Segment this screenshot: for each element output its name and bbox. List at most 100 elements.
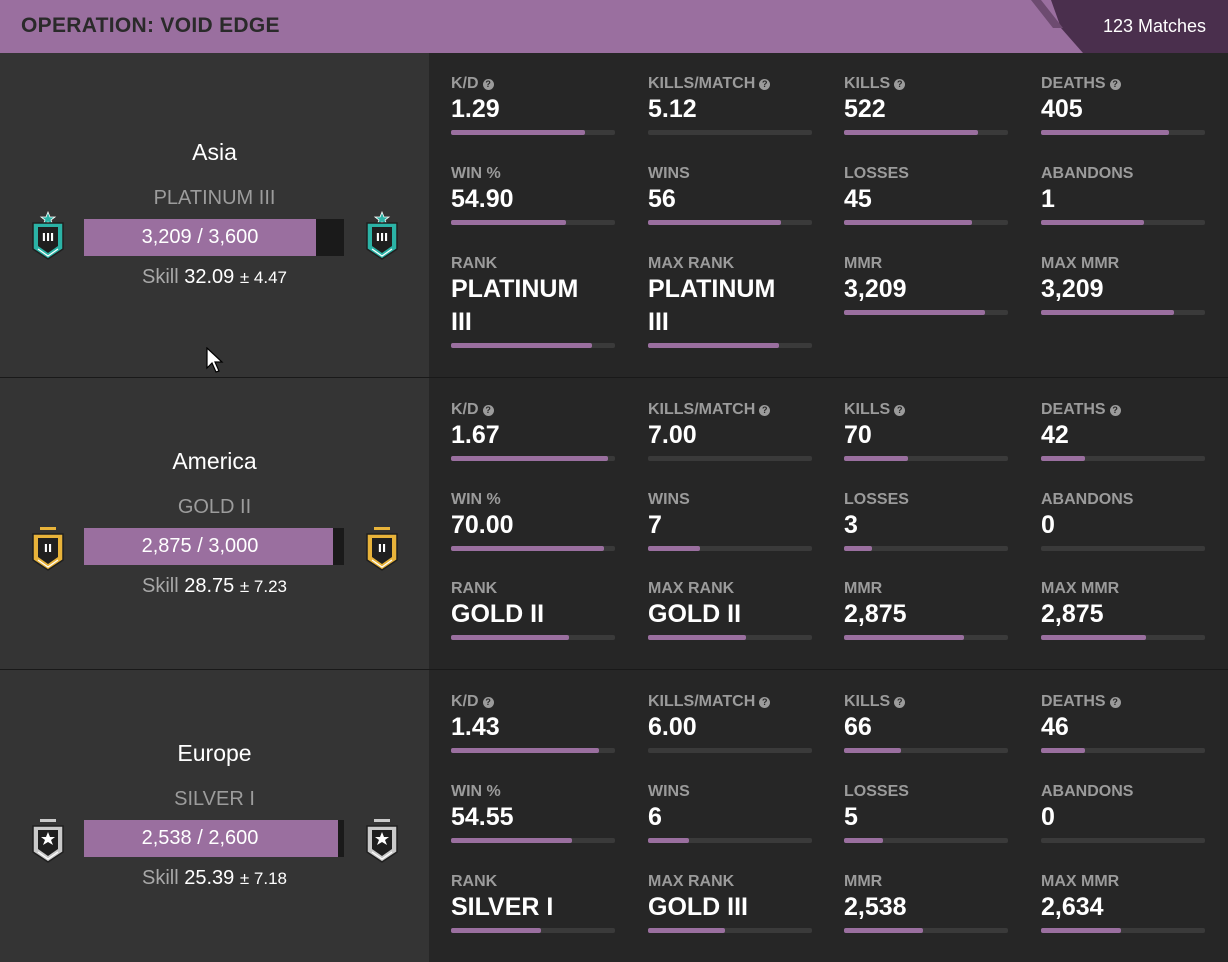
- stat-progress-bar: [451, 546, 615, 551]
- help-icon[interactable]: ?: [482, 405, 494, 416]
- stat-value: 3: [844, 511, 858, 539]
- stat-mmr: MMR 2,538: [844, 873, 1008, 933]
- stat-progress-fill: [844, 220, 972, 225]
- stat-progress-fill: [648, 220, 781, 225]
- stat-progress-bar: [648, 220, 812, 225]
- rank-icon-left: II: [28, 522, 68, 572]
- stat-progress-bar: [648, 546, 812, 551]
- rank-icon-left: [28, 814, 68, 864]
- stat-label-text: KILLS/MATCH: [648, 75, 756, 92]
- stat-label: KILLS/MATCH?: [648, 693, 812, 711]
- rank-icon-right: II: [362, 522, 402, 572]
- stat-label: DEATHS?: [1041, 401, 1205, 419]
- stat-progress-bar: [1041, 130, 1205, 135]
- stat-abandons: ABANDONS 0: [1041, 491, 1205, 551]
- help-icon[interactable]: ?: [759, 405, 771, 416]
- help-icon[interactable]: ?: [894, 405, 906, 416]
- stat-label: WINS: [648, 165, 812, 183]
- help-icon[interactable]: ?: [1109, 405, 1121, 416]
- stat-value: SILVER I: [451, 893, 554, 921]
- stat-rank: RANK GOLD II: [451, 580, 615, 640]
- stat-progress-fill: [844, 838, 884, 843]
- stat-max-mmr: MAX MMR 2,875: [1041, 580, 1205, 640]
- mmr-text: 3,209 / 3,600: [141, 226, 259, 248]
- stat-label-text: RANK: [451, 580, 498, 597]
- stat-label: LOSSES: [844, 491, 1008, 509]
- stat-value: 7.00: [648, 421, 697, 449]
- skill-value: 32.09: [184, 266, 235, 288]
- stat-label: MAX RANK: [648, 873, 812, 891]
- stat-max-rank: MAX RANK GOLD II: [648, 580, 812, 640]
- stat-wins: WINS 6: [648, 783, 812, 843]
- skill-label: Skill: [142, 266, 179, 288]
- stat-label-text: WINS: [648, 783, 690, 800]
- region-name: Asia: [192, 139, 237, 165]
- stat-value: 2,538: [844, 893, 907, 921]
- help-icon[interactable]: ?: [1109, 697, 1121, 708]
- stat-label: MMR: [844, 873, 1008, 891]
- help-icon[interactable]: ?: [759, 697, 771, 708]
- region-america: America GOLD II II 2,875 / 3,000 II Skil…: [0, 378, 1228, 669]
- help-icon[interactable]: ?: [894, 79, 906, 90]
- stat-label: ABANDONS: [1041, 783, 1205, 801]
- help-icon[interactable]: ?: [482, 79, 494, 90]
- region-summary: America GOLD II II 2,875 / 3,000 II Skil…: [0, 378, 429, 669]
- stat-progress-bar: [844, 546, 1008, 551]
- stat-label-text: K/D: [451, 693, 479, 710]
- help-icon[interactable]: ?: [759, 79, 771, 90]
- help-icon[interactable]: ?: [894, 697, 906, 708]
- stat-label-text: ABANDONS: [1041, 491, 1134, 508]
- stat-label: MMR: [844, 580, 1008, 598]
- stat-label-text: KILLS/MATCH: [648, 693, 756, 710]
- stat-progress-fill: [844, 310, 986, 315]
- stat-label: WIN %: [451, 165, 615, 183]
- stat-value: 0: [1041, 803, 1055, 831]
- skill-label: Skill: [142, 575, 179, 597]
- help-icon[interactable]: ?: [482, 697, 494, 708]
- stat-label: K/D?: [451, 401, 615, 419]
- stat-value: 0: [1041, 511, 1055, 539]
- stat-kills-match: KILLS/MATCH? 7.00: [648, 401, 812, 461]
- stat-value: 70.00: [451, 511, 514, 539]
- skill-rating: Skill 25.39 ± 7.18: [0, 867, 429, 890]
- stat-value: 70: [844, 421, 872, 449]
- stat-progress-fill: [451, 838, 573, 843]
- stat-abandons: ABANDONS 0: [1041, 783, 1205, 843]
- stat-progress-fill: [844, 456, 908, 461]
- stat-progress-bar: [451, 220, 615, 225]
- mouse-cursor-icon: [206, 347, 224, 373]
- stat-k-d: K/D? 1.67: [451, 401, 615, 461]
- mmr-progress-fill: [84, 528, 334, 565]
- stat-value: 66: [844, 713, 872, 741]
- stat-progress-fill: [648, 838, 689, 843]
- stat-label-text: KILLS: [844, 75, 891, 92]
- svg-text:II: II: [378, 542, 386, 555]
- stat-label-text: MAX MMR: [1041, 873, 1120, 890]
- stat-progress-bar: [1041, 928, 1205, 933]
- stat-progress-fill: [1041, 748, 1086, 753]
- stat-progress-bar: [451, 748, 615, 753]
- stat-label-text: LOSSES: [844, 491, 909, 508]
- stat-label-text: MMR: [844, 255, 883, 272]
- stat-k-d: K/D? 1.43: [451, 693, 615, 753]
- stat-label-text: RANK: [451, 873, 498, 890]
- stat-progress-bar: [844, 838, 1008, 843]
- stat-value: 56: [648, 185, 676, 213]
- stat-progress-fill: [1041, 220, 1145, 225]
- stat-label: LOSSES: [844, 783, 1008, 801]
- stat-value: 1.67: [451, 421, 500, 449]
- rank-name: PLATINUM III: [153, 187, 276, 209]
- skill-rating: Skill 28.75 ± 7.23: [0, 575, 429, 598]
- help-icon[interactable]: ?: [1109, 79, 1121, 90]
- stat-label: MAX MMR: [1041, 580, 1205, 598]
- stat-progress-fill: [451, 220, 566, 225]
- stat-progress-bar: [648, 928, 812, 933]
- stat-label: WIN %: [451, 783, 615, 801]
- stat-value: 45: [844, 185, 872, 213]
- stat-abandons: ABANDONS 1: [1041, 165, 1205, 225]
- stat-label: MAX MMR: [1041, 873, 1205, 891]
- rank-icon-right: [362, 814, 402, 864]
- region-name: America: [172, 448, 257, 474]
- season-header: OPERATION: VOID EDGE 123 Matches: [0, 0, 1228, 53]
- stat-progress-fill: [648, 343, 780, 348]
